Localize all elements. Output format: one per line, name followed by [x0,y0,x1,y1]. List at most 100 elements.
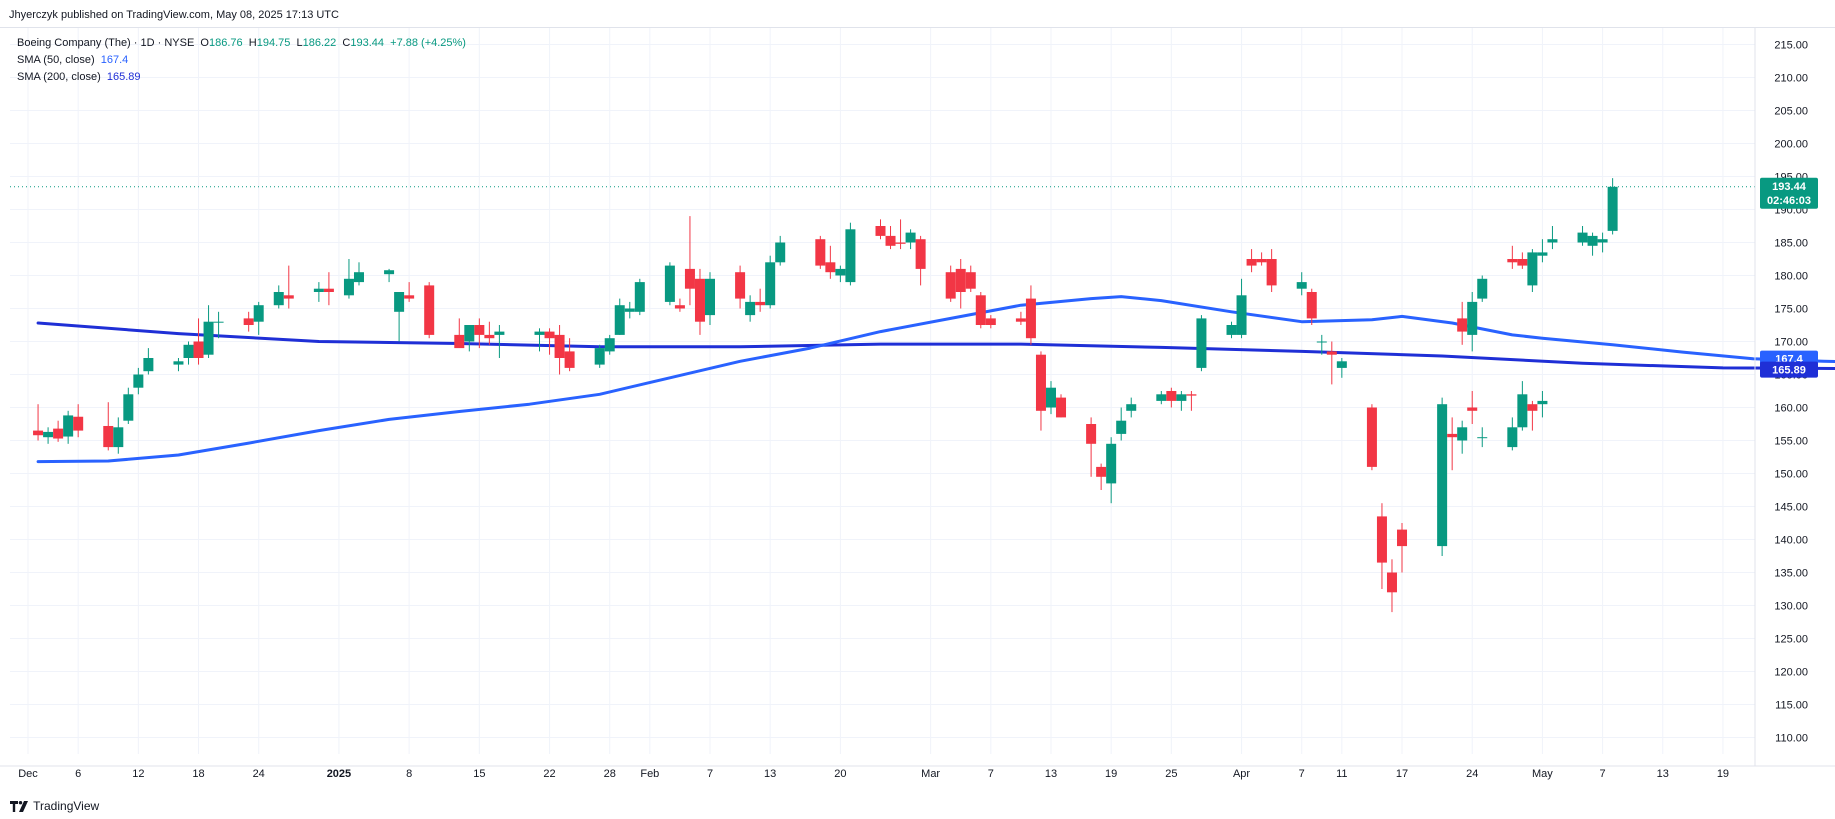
x-tick-label: 7 [1299,768,1305,780]
candle-body [634,282,645,312]
candle-body [1537,252,1548,256]
candle-body [1577,232,1588,243]
x-tick-label: 28 [604,768,616,780]
candle-body [353,272,364,283]
x-tick-label: Apr [1233,768,1250,780]
candle-body [1467,407,1478,411]
candle-body [1336,361,1347,368]
candle-body [1477,278,1488,299]
x-tick-label: 7 [707,768,713,780]
candle-body [1176,394,1187,401]
candle-body [1447,433,1458,438]
sma200-label: SMA (200, close) [17,71,101,83]
y-tick-label: 170.00 [1774,337,1808,349]
candle-body [1597,239,1608,243]
tradingview-logo[interactable]: TradingView [10,799,99,815]
candle-body [1186,394,1197,396]
candle-body [384,270,395,275]
high-label: H [248,37,257,49]
candle-body [1156,394,1167,401]
candle-body [544,331,555,339]
x-tick-label: 2025 [327,768,351,780]
candle-body [765,262,776,306]
candle-body [143,358,154,372]
candle-body [253,305,264,322]
candle-body [394,292,405,312]
price-chart[interactable]: 110.00 115.00 120.00 125.00 130.00 135.00 140.… [0,28,1835,794]
y-tick-label: 125.00 [1774,634,1808,646]
candle-body [564,351,575,368]
candle-body [1517,394,1528,428]
candle-body [875,226,886,236]
footer-brand: TradingView [33,799,100,813]
candle-body [1015,318,1026,322]
candle-body [1296,282,1307,289]
sma50-value: 167.4 [100,54,129,66]
sma200-tag: 165.89 [1772,365,1806,377]
x-tick-label: May [1532,768,1553,780]
candle-body [745,301,756,316]
y-tick-label: 185.00 [1774,238,1808,250]
candle-body [1507,427,1518,448]
candle-body [1106,443,1117,484]
candle-body [975,295,986,325]
symbol-title[interactable]: Boeing Company (The) · 1D · NYSE [17,37,195,49]
candle-body [835,268,846,276]
candle-body [1045,387,1056,408]
candle-body [1035,354,1046,411]
candle-body [1316,341,1327,343]
sma200-row[interactable]: SMA (200, close) 165.89 [17,69,466,86]
candle-body [825,262,836,273]
candle-body [955,268,966,292]
candle-body [1256,259,1267,263]
x-tick-label: 20 [834,768,846,780]
candle-body [1196,318,1207,368]
candle-body [1457,427,1468,441]
sma200-line [36,321,1835,370]
sma-lines [36,295,1835,464]
candle-body [1376,516,1387,563]
grid [10,28,1755,754]
candle-body [845,229,856,283]
sma200-tag-bg [1760,361,1818,378]
sma50-row[interactable]: SMA (50, close) 167.4 [17,52,466,69]
x-tick-label: Feb [640,768,659,780]
x-tick-label: 12 [132,768,144,780]
candle-body [705,278,716,316]
low-label: L [296,37,303,49]
candle-body [1126,404,1137,411]
candle-body [283,295,294,299]
candle-body [424,285,435,335]
change-value: +7.88 (+4.25%) [390,37,466,49]
candle-body [534,331,545,335]
candle-body [985,318,996,325]
candle-body [905,232,916,243]
candle-body [604,338,615,352]
candle-body [343,278,354,296]
last-price-tag: 193.44 [1772,181,1807,193]
x-tick-label: 18 [192,768,204,780]
candle-body [1607,186,1618,231]
close-value: 193.44 [350,37,385,49]
candle-body [53,428,64,439]
candle-body [1527,404,1538,411]
candle-body [664,265,675,302]
candle-body [484,334,495,339]
candle-body [895,242,906,244]
candle-body [1386,572,1397,593]
candle-body [1537,400,1548,405]
x-tick-label: 11 [1336,768,1347,780]
y-tick-label: 215.00 [1774,40,1808,52]
candle-body [1366,407,1377,467]
x-tick-label: 15 [473,768,485,780]
candle-body [73,416,84,431]
close-label: C [342,37,351,49]
x-tick-label: 8 [406,768,412,780]
x-tick-label: 6 [75,768,81,780]
x-tick-label: 19 [1717,768,1729,780]
y-tick-label: 175.00 [1774,304,1808,316]
candle-body [1467,301,1478,335]
x-tick-label: 22 [543,768,555,780]
candle-body [674,305,685,309]
candle-body [273,292,284,306]
